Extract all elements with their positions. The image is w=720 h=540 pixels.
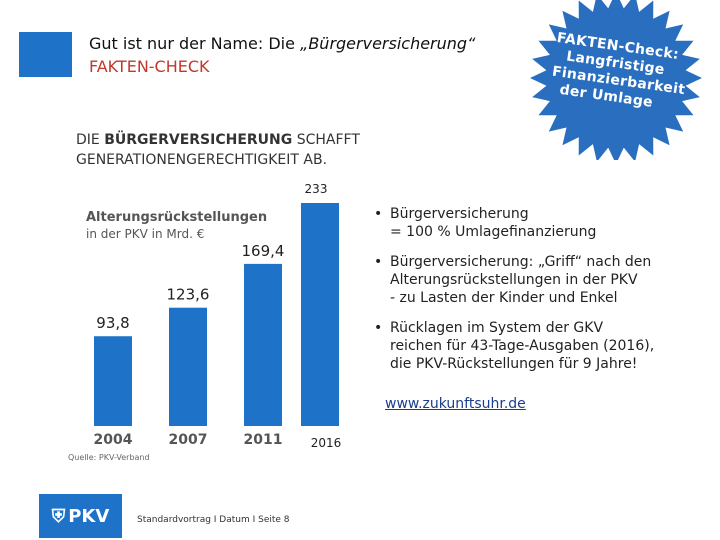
list-item: • Bürgerversicherung = 100 % Umlagefinanz… bbox=[374, 206, 597, 240]
section-heading: DIE BÜRGERVERSICHERUNG SCHAFFT GENERATIO… bbox=[76, 132, 360, 168]
slide-subtitle: FAKTEN-CHECK bbox=[89, 57, 210, 76]
value-label: 93,8 bbox=[96, 314, 129, 332]
value-label: 123,6 bbox=[167, 286, 210, 304]
bullet-list: • Bürgerversicherung = 100 % Umlagefinanz… bbox=[374, 205, 704, 385]
list-item: • Rücklagen im System der GKV reichen für… bbox=[374, 320, 655, 372]
chart-title: Alterungsrückstellungen bbox=[86, 210, 267, 225]
category-label: 2016 bbox=[311, 436, 342, 450]
chart-subtitle: in der PKV in Mrd. € bbox=[86, 227, 204, 241]
bar-2016 bbox=[301, 203, 339, 426]
bar-2011 bbox=[244, 263, 282, 426]
bar-2004 bbox=[94, 336, 132, 426]
chart-source: Quelle: PKV-Verband bbox=[68, 453, 150, 462]
footer-text: Standardvortrag I Datum I Seite 8 bbox=[137, 515, 290, 525]
bullet-icon: • bbox=[374, 320, 383, 336]
bar-2007 bbox=[169, 307, 207, 426]
category-label: 2011 bbox=[244, 432, 283, 448]
category-label: 2004 bbox=[94, 432, 133, 448]
value-label: 169,4 bbox=[242, 242, 285, 260]
bullet-icon: • bbox=[374, 254, 383, 270]
list-item: • Bürgerversicherung: „Griff“ nach den Al… bbox=[374, 254, 652, 306]
starburst-badge bbox=[530, 0, 702, 160]
value-label: 233 bbox=[305, 182, 328, 196]
pkv-logo: ⛨ PKV bbox=[39, 494, 122, 538]
pkv-shield-icon: ⛨ bbox=[51, 505, 66, 527]
slide-title: Gut ist nur der Name: Die „Bürgerversich… bbox=[89, 34, 476, 53]
accent-square bbox=[19, 32, 72, 77]
zukunftsuhr-link[interactable]: www.zukunftsuhr.de bbox=[385, 396, 526, 412]
category-label: 2007 bbox=[169, 432, 208, 448]
bullet-icon: • bbox=[374, 206, 383, 222]
